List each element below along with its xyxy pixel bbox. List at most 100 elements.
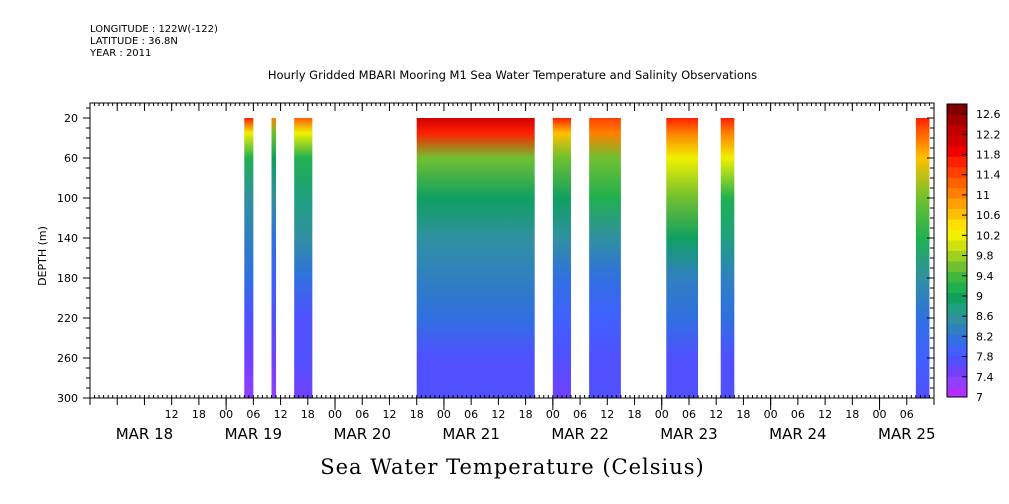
x-tick-label: 18 <box>628 408 642 421</box>
colorbar-tick-label: 9.4 <box>976 270 994 283</box>
x-axis-label-text: Sea Water Temperature (Celsius) <box>320 455 705 479</box>
data-segment <box>244 118 254 398</box>
colorbar-swatch <box>947 104 967 115</box>
x-tick-label: 18 <box>301 408 315 421</box>
colorbar-tick-label: 11.8 <box>976 149 1001 162</box>
colorbar-tick-label: 9.8 <box>976 250 994 263</box>
x-tick-label: 00 <box>219 408 233 421</box>
year-label: YEAR : 2011 <box>90 48 152 59</box>
data-segment <box>720 118 735 398</box>
colorbar-swatch <box>947 386 967 398</box>
x-tick-label: 18 <box>736 408 750 421</box>
colorbar-tick-label: 10.2 <box>976 229 1001 242</box>
x-date-label: MAR 24 <box>769 425 826 443</box>
metadata-block: LONGITUDE : 122W(-122) LATITUDE : 36.8N … <box>90 24 218 60</box>
colorbar-swatch <box>947 198 967 210</box>
chart-title: Hourly Gridded MBARI Mooring M1 Sea Wate… <box>0 68 1009 82</box>
colorbar-tick-label: 7 <box>976 391 983 404</box>
colorbar-swatch <box>947 229 967 241</box>
x-tick-label: 06 <box>573 408 587 421</box>
x-tick-label: 18 <box>410 408 424 421</box>
colorbar-swatch <box>947 124 967 136</box>
colorbar-tick-label: 10.6 <box>976 209 1001 222</box>
colorbar-swatch <box>947 376 967 388</box>
colorbar-swatch <box>947 302 967 314</box>
y-tick-label: 180 <box>57 272 78 285</box>
colorbar-swatch <box>947 323 967 335</box>
colorbar-swatch <box>947 177 967 189</box>
x-tick-label: 00 <box>546 408 560 421</box>
colorbar-tick-label: 9 <box>976 290 983 303</box>
x-tick-label: 18 <box>845 408 859 421</box>
x-tick-label: 12 <box>165 408 179 421</box>
x-axis-label: Sea Water Temperature (Celsius) <box>0 455 1009 479</box>
y-tick-label: 100 <box>57 192 78 205</box>
colorbar-tick-label: 8.2 <box>976 330 994 343</box>
data-segment <box>552 118 571 398</box>
y-tick-label: 20 <box>64 112 78 125</box>
colorbar: 12.6 12.2 11.8 11.4 11 10.6 10.2 9.8 9.4 9 8.6 8.2 7… <box>946 103 1001 404</box>
x-tick-label: 06 <box>682 408 696 421</box>
colorbar-swatch <box>947 114 967 126</box>
data-layer <box>244 118 930 398</box>
colorbar-swatch <box>947 187 967 199</box>
data-segment <box>294 118 313 398</box>
colorbar-swatch <box>947 292 967 304</box>
colorbar-swatch <box>947 135 967 147</box>
x-tick-label: 06 <box>900 408 914 421</box>
colorbar-swatch <box>947 166 967 178</box>
x-tick-label: 00 <box>437 408 451 421</box>
colorbar-swatch <box>947 240 967 251</box>
colorbar-swatch <box>947 156 967 168</box>
colorbar-swatch <box>947 365 967 377</box>
colorbar-swatch <box>947 271 967 283</box>
colorbar-tick-label: 7.4 <box>976 371 994 384</box>
x-tick-label: 00 <box>328 408 342 421</box>
x-tick-label: 00 <box>655 408 669 421</box>
x-tick-label: 06 <box>791 408 805 421</box>
colorbar-frame <box>946 103 968 398</box>
longitude-label: LONGITUDE : 122W(-122) <box>90 24 218 35</box>
x-date-label: MAR 18 <box>116 425 173 443</box>
x-tick-label: 06 <box>246 408 260 421</box>
x-date-label: MAR 25 <box>878 425 935 443</box>
x-tick-label: 00 <box>873 408 887 421</box>
x-tick-label: 06 <box>355 408 369 421</box>
y-tick-label: 260 <box>57 352 78 365</box>
x-tick-label: 00 <box>764 408 778 421</box>
x-date-label: MAR 21 <box>442 425 499 443</box>
colorbar-tick-label: 11 <box>976 189 990 202</box>
y-tick-label: 300 <box>57 392 78 405</box>
colorbar-swatch <box>947 219 967 231</box>
x-tick-label: 12 <box>274 408 288 421</box>
data-segment <box>589 118 621 398</box>
x-tick-label: 06 <box>464 408 478 421</box>
data-segment <box>271 118 277 398</box>
colorbar-swatch <box>947 313 967 325</box>
x-tick-label: 18 <box>192 408 206 421</box>
colorbar-tick-label: 12.2 <box>976 128 1001 141</box>
y-tick-label: 220 <box>57 312 78 325</box>
x-date-label: MAR 20 <box>334 425 391 443</box>
y-tick-label: 140 <box>57 232 78 245</box>
colorbar-swatch <box>947 355 967 367</box>
x-tick-label: 12 <box>491 408 505 421</box>
data-segment <box>666 118 699 398</box>
colorbar-tick-label: 12.6 <box>976 108 1001 121</box>
colorbar-swatch <box>947 260 967 272</box>
colorbar-tick-label: 11.4 <box>976 169 1001 182</box>
x-tick-label: 12 <box>600 408 614 421</box>
x-date-label: MAR 22 <box>551 425 608 443</box>
chart-title-text: Hourly Gridded MBARI Mooring M1 Sea Wate… <box>267 68 758 82</box>
x-tick-label: 12 <box>818 408 832 421</box>
x-tick-label: 12 <box>382 408 396 421</box>
colorbar-tick-label: 7.8 <box>976 351 994 364</box>
colorbar-swatch <box>947 208 967 220</box>
x-date-label: MAR 19 <box>225 425 282 443</box>
y-axis-label: DEPTH (m) <box>36 226 49 286</box>
axes-layer: 12 18 00 06 12 18 00 06 12 18 00 06 12 18 00 06 12 18 00 06… <box>57 102 936 443</box>
data-segment <box>416 118 535 398</box>
colorbar-swatch <box>947 334 967 346</box>
x-date-label: MAR 23 <box>660 425 717 443</box>
